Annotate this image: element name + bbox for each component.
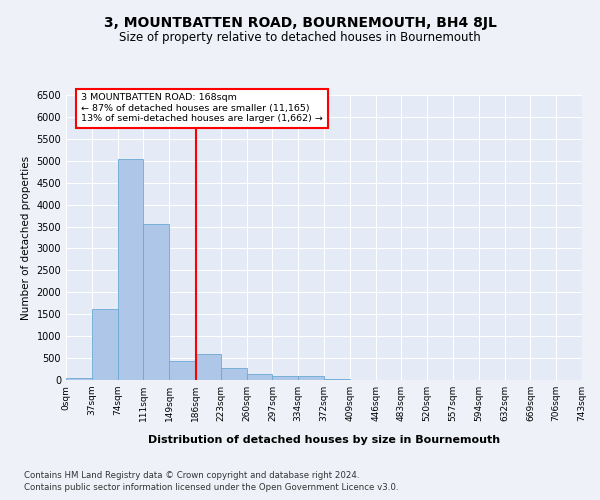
Text: Contains HM Land Registry data © Crown copyright and database right 2024.: Contains HM Land Registry data © Crown c…: [24, 471, 359, 480]
Bar: [298, 376, 324, 380]
Bar: [92, 309, 118, 380]
Bar: [247, 374, 272, 380]
Bar: [143, 224, 169, 380]
Y-axis label: Number of detached properties: Number of detached properties: [21, 156, 31, 320]
Bar: [221, 368, 247, 380]
Text: 3 MOUNTBATTEN ROAD: 168sqm
← 87% of detached houses are smaller (11,165)
13% of : 3 MOUNTBATTEN ROAD: 168sqm ← 87% of deta…: [81, 94, 323, 123]
Bar: [272, 376, 298, 380]
Bar: [118, 158, 143, 380]
Text: 3, MOUNTBATTEN ROAD, BOURNEMOUTH, BH4 8JL: 3, MOUNTBATTEN ROAD, BOURNEMOUTH, BH4 8J…: [104, 16, 496, 30]
Bar: [66, 378, 92, 380]
Bar: [195, 354, 221, 380]
X-axis label: Distribution of detached houses by size in Bournemouth: Distribution of detached houses by size …: [148, 435, 500, 445]
Text: Contains public sector information licensed under the Open Government Licence v3: Contains public sector information licen…: [24, 483, 398, 492]
Bar: [324, 379, 350, 380]
Bar: [169, 361, 195, 380]
Text: Size of property relative to detached houses in Bournemouth: Size of property relative to detached ho…: [119, 31, 481, 44]
